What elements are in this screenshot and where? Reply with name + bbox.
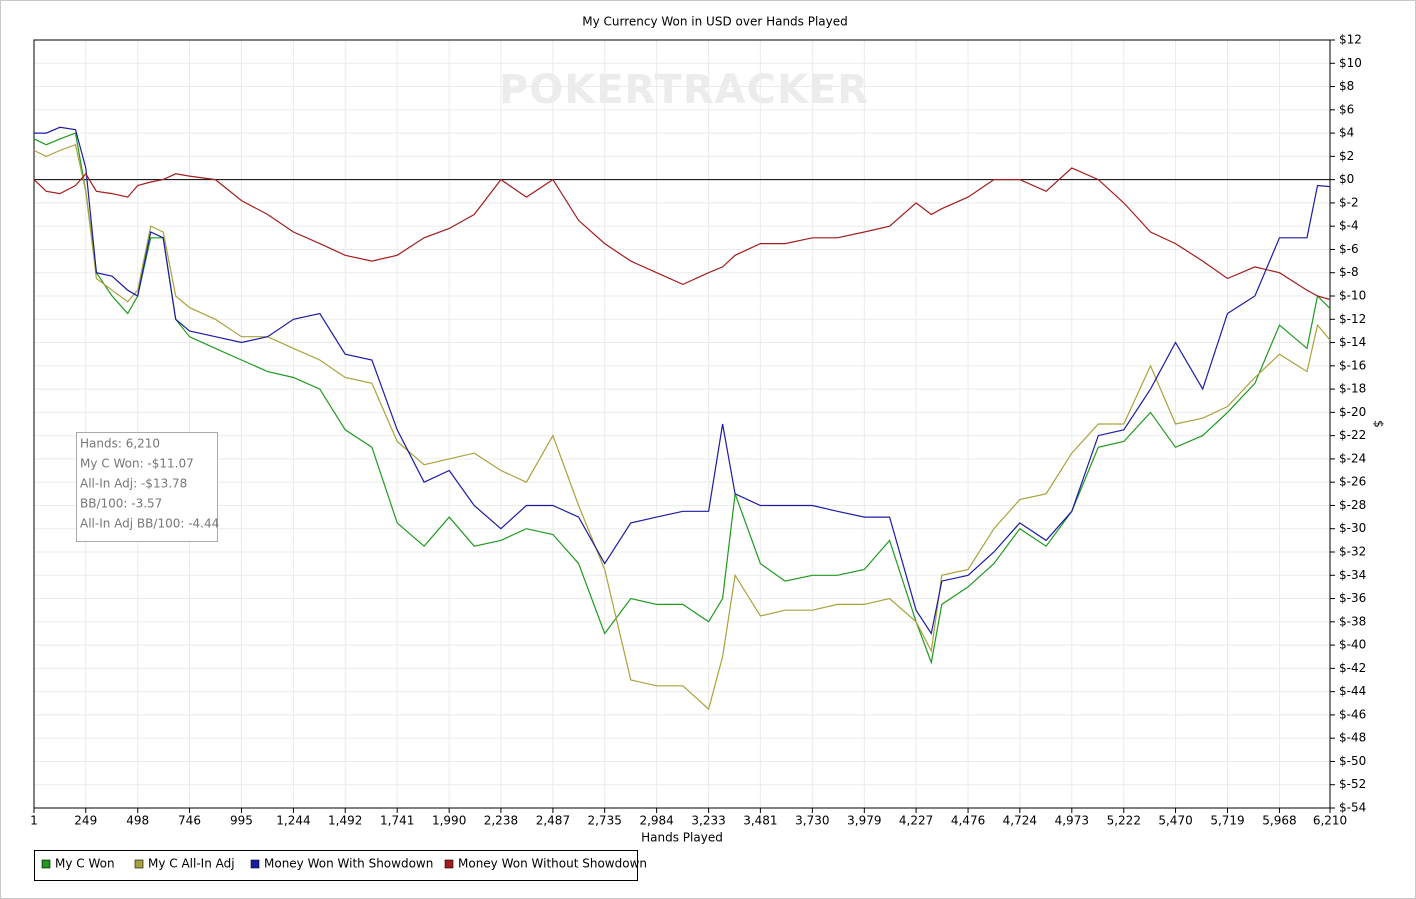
y-tick-label: $-28 bbox=[1339, 498, 1366, 512]
y-tick-label: $-8 bbox=[1339, 265, 1359, 279]
legend-swatch bbox=[250, 859, 260, 869]
x-tick-label: 1,990 bbox=[432, 814, 466, 828]
info-text: All-In Adj: -$13.78 bbox=[80, 477, 187, 491]
x-tick-label: 5,222 bbox=[1107, 814, 1141, 828]
series-line bbox=[34, 126, 1331, 636]
legend-label: Money Won With Showdown bbox=[264, 857, 433, 871]
info-text: BB/100: -3.57 bbox=[80, 497, 162, 511]
legend-label: My C Won bbox=[55, 857, 115, 871]
legend-label: My C All-In Adj bbox=[148, 857, 235, 871]
y-tick-label: $-2 bbox=[1339, 195, 1359, 209]
x-tick-label: 4,227 bbox=[899, 814, 933, 828]
y-tick-label: $-44 bbox=[1339, 684, 1366, 698]
x-tick-label: 1 bbox=[30, 814, 38, 828]
x-tick-label: 249 bbox=[74, 814, 97, 828]
y-tick-label: $-38 bbox=[1339, 614, 1366, 628]
y-tick-label: $8 bbox=[1339, 79, 1354, 93]
y-tick-label: $-14 bbox=[1339, 335, 1366, 349]
x-tick-label: 5,470 bbox=[1158, 814, 1192, 828]
x-tick-label: 498 bbox=[126, 814, 149, 828]
series-line bbox=[33, 143, 1331, 711]
y-tick-label: $-12 bbox=[1339, 312, 1366, 326]
y-tick-label: $-34 bbox=[1339, 568, 1366, 582]
legend-label: Money Won Without Showdown bbox=[458, 857, 647, 871]
y-tick-label: $-46 bbox=[1339, 707, 1366, 721]
x-tick-label: 2,984 bbox=[639, 814, 673, 828]
x-tick-label: 2,238 bbox=[484, 814, 518, 828]
y-tick-label: $-22 bbox=[1339, 428, 1366, 442]
chart-title: My Currency Won in USD over Hands Played bbox=[582, 15, 848, 29]
y-tick-label: $-54 bbox=[1339, 801, 1366, 815]
x-tick-label: 4,973 bbox=[1055, 814, 1089, 828]
y-tick-label: $4 bbox=[1339, 126, 1354, 140]
x-tick-label: 4,476 bbox=[951, 814, 985, 828]
x-tick-label: 2,487 bbox=[536, 814, 570, 828]
x-tick-label: 1,244 bbox=[276, 814, 310, 828]
y-axis-label: $ bbox=[1372, 420, 1386, 428]
y-tick-label: $-32 bbox=[1339, 545, 1366, 559]
y-tick-label: $-30 bbox=[1339, 521, 1366, 535]
series-line bbox=[33, 132, 1331, 665]
info-box bbox=[76, 432, 218, 542]
info-text: Hands: 6,210 bbox=[80, 437, 160, 451]
y-tick-label: $-26 bbox=[1339, 475, 1366, 489]
y-tick-label: $-6 bbox=[1339, 242, 1359, 256]
y-tick-label: $-16 bbox=[1339, 358, 1366, 372]
y-tick-label: $6 bbox=[1339, 102, 1354, 116]
plot-area bbox=[33, 39, 1331, 809]
x-tick-label: 3,481 bbox=[743, 814, 777, 828]
x-tick-label: 3,979 bbox=[847, 814, 881, 828]
x-tick-label: 746 bbox=[178, 814, 201, 828]
y-tick-label: $-40 bbox=[1339, 638, 1366, 652]
watermark: POKERTRACKER bbox=[499, 67, 869, 113]
series-line bbox=[33, 167, 1331, 301]
y-tick-label: $12 bbox=[1339, 33, 1362, 47]
info-text: All-In Adj BB/100: -4.44 bbox=[80, 517, 219, 531]
legend-swatch bbox=[41, 859, 51, 869]
x-tick-label: 5,968 bbox=[1262, 814, 1296, 828]
legend-swatch bbox=[134, 859, 144, 869]
y-tick-label: $10 bbox=[1339, 56, 1362, 70]
y-tick-label: $-42 bbox=[1339, 661, 1366, 675]
x-tick-label: 4,724 bbox=[1003, 814, 1037, 828]
x-tick-label: 995 bbox=[230, 814, 253, 828]
x-tick-label: 1,492 bbox=[328, 814, 362, 828]
x-tick-label: 6,210 bbox=[1313, 814, 1347, 828]
y-tick-label: $-4 bbox=[1339, 219, 1359, 233]
info-text: My C Won: -$11.07 bbox=[80, 457, 194, 471]
y-tick-label: $0 bbox=[1339, 172, 1354, 186]
y-tick-label: $-20 bbox=[1339, 405, 1366, 419]
y-tick-label: $-10 bbox=[1339, 289, 1366, 303]
y-tick-label: $-48 bbox=[1339, 731, 1366, 745]
y-tick-label: $-36 bbox=[1339, 591, 1366, 605]
legend-swatch bbox=[444, 859, 454, 869]
x-tick-label: 2,735 bbox=[587, 814, 621, 828]
y-tick-label: $-24 bbox=[1339, 451, 1366, 465]
y-tick-label: $2 bbox=[1339, 149, 1354, 163]
x-tick-label: 3,233 bbox=[691, 814, 725, 828]
y-tick-label: $-18 bbox=[1339, 382, 1366, 396]
x-axis-label: Hands Played bbox=[641, 831, 723, 845]
x-tick-label: 5,719 bbox=[1210, 814, 1244, 828]
y-tick-label: $-52 bbox=[1339, 777, 1366, 791]
x-tick-label: 3,730 bbox=[795, 814, 829, 828]
y-tick-label: $-50 bbox=[1339, 754, 1366, 768]
x-tick-label: 1,741 bbox=[380, 814, 414, 828]
